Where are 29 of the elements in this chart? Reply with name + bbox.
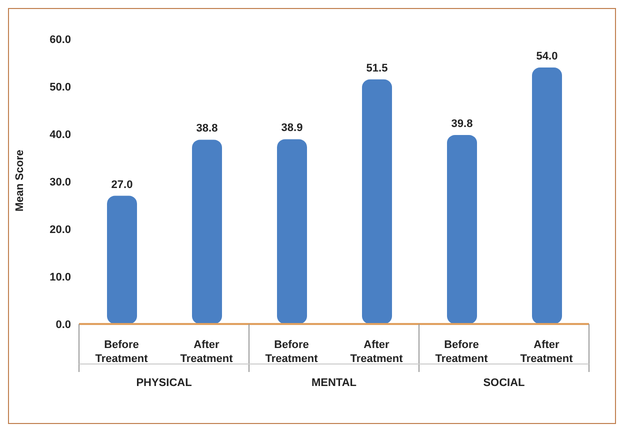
bar (192, 140, 222, 324)
x-tick-label: Before Treatment (435, 339, 488, 365)
x-tick-label: After Treatment (180, 339, 234, 365)
text: SOCIAL (482, 377, 526, 389)
y-tick-label: 0.0 (56, 318, 71, 331)
data-label: 27.0 (111, 178, 133, 191)
y-tick-label: 60.0 (50, 34, 71, 46)
y-tick-label: 20.0 (50, 224, 71, 236)
data-label: 54.0 (536, 50, 558, 62)
bar (277, 139, 307, 324)
data-label: 39.8 (451, 118, 473, 130)
data-label: 38.8 (196, 122, 218, 135)
y-axis-title: Mean Score (14, 150, 26, 212)
x-tick-label: Before Treatment (95, 339, 148, 365)
bar (532, 68, 562, 324)
text: PHYSICAL (135, 377, 193, 389)
bar (447, 134, 477, 324)
x-tick-label: After Treatment (520, 339, 574, 365)
x-tick-label: Before Treatment (265, 339, 318, 365)
text: MENTAL (310, 377, 358, 389)
data-label: 38.9 (281, 122, 303, 134)
bar (362, 79, 392, 324)
y-tick-label: 40.0 (50, 128, 71, 141)
y-tick-label: 10.0 (50, 271, 71, 284)
y-tick-label: 30.0 (50, 176, 71, 188)
bar (107, 196, 137, 324)
data-label: 51.5 (366, 62, 388, 74)
x-tick-label: After Treatment (350, 339, 404, 365)
y-tick-label: 50.0 (50, 81, 71, 94)
